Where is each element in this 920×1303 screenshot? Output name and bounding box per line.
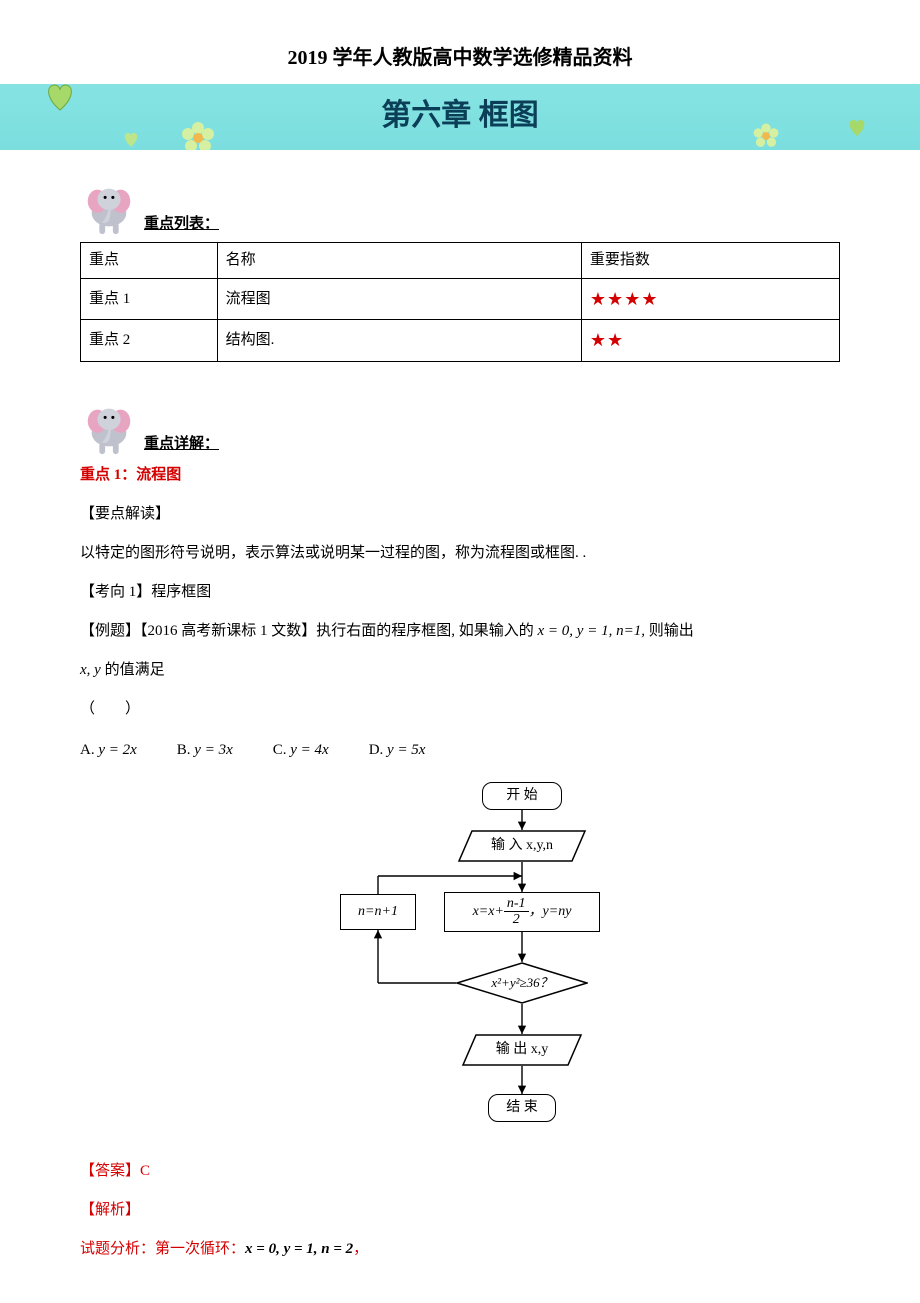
fc-start: 开 始 (482, 782, 562, 810)
example-suffix: 则输出 (645, 623, 694, 639)
cell-key: 重点 1 (81, 279, 218, 320)
cell-stars: ★★★★ (581, 279, 839, 320)
option-c: C. y = 4x (273, 737, 329, 764)
option-b-label: B. (177, 742, 191, 758)
answer-label: 【答案】 (80, 1163, 140, 1179)
analysis-eq: x = 0, y = 1, n = 2 (245, 1241, 353, 1257)
heart-icon (844, 114, 870, 140)
fc-process-main: x=x+n-12，y=ny (444, 892, 600, 932)
answer-line: 【答案】C (80, 1158, 840, 1185)
fc-frac-den: 2 (504, 912, 529, 927)
example-line2b: 的值满足 (101, 662, 165, 678)
cell-stars: ★★ (581, 320, 839, 361)
options-row: A. y = 2x B. y = 3x C. y = 4x D. y = 5x (80, 737, 840, 764)
fc-input: 输 入 x,y,n (458, 830, 586, 862)
section-detail-label: 重点详解： (144, 431, 219, 458)
chapter-title: 第六章 框图 (381, 89, 539, 143)
fc-end-label: 结 束 (506, 1095, 538, 1120)
th-key: 重点 (81, 243, 218, 279)
fc-proc-a: x=x+ (473, 904, 504, 919)
option-d: D. y = 5x (369, 737, 426, 764)
table-header-row: 重点 名称 重要指数 (81, 243, 840, 279)
cell-key: 重点 2 (81, 320, 218, 361)
option-a-label: A. (80, 742, 95, 758)
example-line2: x, y 的值满足 (80, 657, 840, 684)
th-name: 名称 (217, 243, 581, 279)
table-row: 重点 2 结构图. ★★ (81, 320, 840, 361)
analysis-line: 试题分析：第一次循环：x = 0, y = 1, n = 2， (80, 1236, 840, 1263)
fc-condition: x²+y²≥36？ (456, 962, 588, 1004)
keypoints-table: 重点 名称 重要指数 重点 1 流程图 ★★★★ 重点 2 结构图. ★★ (80, 242, 840, 362)
fc-start-label: 开 始 (506, 783, 538, 808)
fc-proc-b: ，y=ny (529, 904, 572, 919)
option-d-label: D. (369, 742, 384, 758)
fc-cond-label: x²+y²≥36？ (491, 971, 552, 994)
yaodian-label: 【要点解读】 (80, 501, 840, 528)
fc-loop-label: n=n+1 (358, 899, 398, 924)
heart-icon (40, 84, 80, 116)
chapter-banner: 第六章 框图 (0, 84, 920, 150)
star-rating: ★★ (590, 330, 624, 350)
fc-output: 输 出 x,y (462, 1034, 582, 1066)
fc-loop: n=n+1 (340, 894, 416, 930)
example-prefix: 【例题】【2016 高考新课标 1 文数】执行右面的程序框图, 如果输入的 (80, 623, 538, 639)
example-problem: 【例题】【2016 高考新课标 1 文数】执行右面的程序框图, 如果输入的 x … (80, 618, 840, 645)
option-b: B. y = 3x (177, 737, 233, 764)
flower-icon (180, 120, 216, 150)
yaodian-text: 以特定的图形符号说明，表示算法或说明某一过程的图，称为流程图或框图. . (80, 540, 840, 567)
option-a: A. y = 2x (80, 737, 137, 764)
jiexi-label: 【解析】 (80, 1197, 840, 1224)
table-row: 重点 1 流程图 ★★★★ (81, 279, 840, 320)
star-rating: ★★★★ (590, 289, 659, 309)
fc-input-label: 输 入 x,y,n (491, 838, 553, 853)
fc-end: 结 束 (488, 1094, 556, 1122)
fc-output-label: 输 出 x,y (496, 1042, 549, 1057)
cell-name: 流程图 (217, 279, 581, 320)
elephant-icon (80, 178, 138, 238)
doc-title: 2019 学年人教版高中数学选修精品资料 (80, 40, 840, 76)
answer-value: C (140, 1163, 150, 1179)
option-b-eq: y = 3x (194, 742, 232, 758)
keypoint1-heading: 重点 1：流程图 (80, 462, 840, 489)
example-init: x = 0, y = 1, n=1, (538, 623, 645, 639)
elephant-icon (80, 398, 138, 458)
flower-icon (752, 122, 780, 150)
option-c-eq: y = 4x (290, 742, 328, 758)
analysis-prefix: 试题分析：第一次循环： (80, 1241, 245, 1257)
flowchart-diagram: 开 始 输 入 x,y,n x=x+n-12，y=ny n=n+1 x²+y²≥… (260, 782, 660, 1142)
section-list-label: 重点列表： (144, 211, 219, 238)
th-stars: 重要指数 (581, 243, 839, 279)
cell-name: 结构图. (217, 320, 581, 361)
analysis-comma: ， (353, 1241, 368, 1257)
heart-icon (120, 128, 142, 150)
kaoxiang-label: 【考向 1】程序框图 (80, 579, 840, 606)
answer-parens: （ ） (80, 696, 840, 723)
option-d-eq: y = 5x (387, 742, 425, 758)
example-xy: x, y (80, 662, 101, 678)
fc-frac-num: n-1 (504, 896, 529, 912)
option-a-eq: y = 2x (98, 742, 136, 758)
option-c-label: C. (273, 742, 287, 758)
